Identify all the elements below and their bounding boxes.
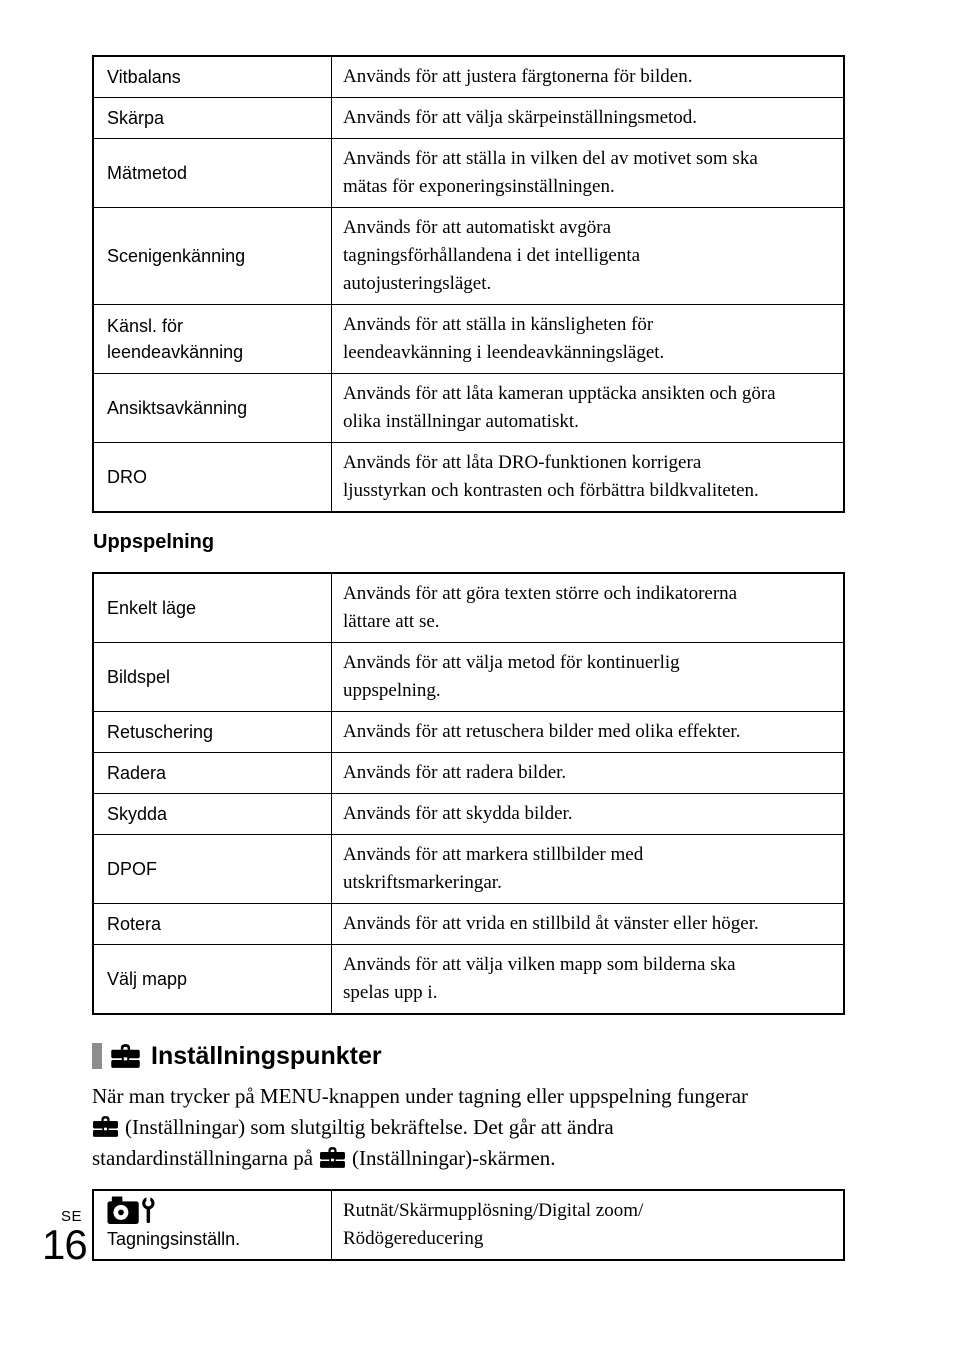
section-marker-bar: [92, 1043, 102, 1069]
table-row: Skydda Används för att skydda bilder.: [92, 793, 845, 835]
camera-wrench-icon: [107, 1196, 155, 1224]
table-row: DPOF Används för att markera stillbilder …: [92, 834, 845, 904]
table-row: Ansiktsavkänning Används för att låta kam…: [92, 373, 845, 443]
row-label: DPOF: [92, 834, 332, 904]
row-description: Används för att välja skärpeinställnings…: [331, 97, 845, 139]
row-label: Bildspel: [92, 642, 332, 712]
row-label: Rotera: [92, 903, 332, 945]
table-row: Välj mapp Används för att välja vilken ma…: [92, 944, 845, 1015]
table-row: Radera Används för att radera bilder.: [92, 752, 845, 794]
table-row: DRO Används för att låta DRO-funktionen k…: [92, 442, 845, 513]
row-description: Används för att retuschera bilder med ol…: [331, 711, 845, 753]
row-description: Används för att välja vilken mapp som bi…: [331, 944, 845, 1015]
paragraph-line: (Inställningar) som slutgiltig bekräftel…: [92, 1112, 845, 1143]
row-description: Används för att göra texten större och i…: [331, 572, 845, 643]
row-description: Används för att markera stillbilder med u…: [331, 834, 845, 904]
row-label: DRO: [92, 442, 332, 513]
paragraph-line: När man trycker på MENU-knappen under ta…: [92, 1084, 749, 1108]
table-row: Retuschering Används för att retuschera b…: [92, 711, 845, 753]
table-row: Bildspel Används för att välja metod för …: [92, 642, 845, 712]
row-description: Används för att justera färgtonerna för …: [331, 55, 845, 98]
row-description: Rutnät/Skärmupplösning/Digital zoom/ Röd…: [331, 1189, 845, 1261]
row-label: Radera: [92, 752, 332, 794]
row-label: Tagningsinställn.: [92, 1189, 332, 1261]
row-description: Används för att automatiskt avgöra tagnin…: [331, 207, 845, 305]
row-description: Används för att ställa in känsligheten f…: [331, 304, 845, 374]
row-label: Känsl. för leendeavkänning: [92, 304, 332, 374]
row-label: Vitbalans: [92, 55, 332, 98]
footer-language-code: SE: [60, 1208, 82, 1225]
settings-paragraph: När man trycker på MENU-knappen under ta…: [92, 1081, 845, 1174]
shooting-menu-table: Vitbalans Används för att justera färgton…: [92, 55, 845, 513]
row-label: Scenigenkänning: [92, 207, 332, 305]
row-label-text: Tagningsinställn.: [107, 1229, 241, 1249]
table-row: Mätmetod Används för att ställa in vilken…: [92, 138, 845, 208]
paragraph-line: standardinställningarna på (Inställninga…: [92, 1146, 556, 1170]
row-description: Används för att radera bilder.: [331, 752, 845, 794]
row-label: Mätmetod: [92, 138, 332, 208]
table-row: Skärpa Används för att välja skärpeinstäl…: [92, 97, 845, 139]
row-label: Enkelt läge: [92, 572, 332, 643]
table-row: Vitbalans Används för att justera färgton…: [92, 55, 845, 98]
toolbox-icon: [93, 1116, 118, 1137]
page-content: Vitbalans Används för att justera färgton…: [92, 55, 845, 1261]
row-description: Används för att ställa in vilken del av …: [331, 138, 845, 208]
footer-page-number: 16: [42, 1221, 88, 1268]
table-row: Tagningsinställn. Rutnät/Skärmupplösning…: [92, 1189, 845, 1261]
row-description: Används för att skydda bilder.: [331, 793, 845, 835]
row-label: Välj mapp: [92, 944, 332, 1015]
row-description: Används för att låta DRO-funktionen korr…: [331, 442, 845, 513]
playback-heading: Uppspelning: [93, 531, 215, 553]
row-label: Retuschering: [92, 711, 332, 753]
row-description: Används för att vrida en stillbild åt vä…: [331, 903, 845, 945]
table-row: Känsl. för leendeavkänning Används för att…: [92, 304, 845, 374]
settings-heading: Inställningspunkter: [92, 1041, 845, 1071]
toolbox-icon: [111, 1044, 140, 1068]
row-label: Skydda: [92, 793, 332, 835]
settings-heading-label: Inställningspunkter: [151, 1042, 382, 1070]
playback-menu-table: Enkelt läge Används för att göra texten s…: [92, 572, 845, 1015]
table-row: Rotera Används för att vrida en stillbild…: [92, 903, 845, 945]
row-label: Skärpa: [92, 97, 332, 139]
table-row: Enkelt läge Används för att göra texten s…: [92, 572, 845, 643]
table-row: Scenigenkänning Används för att automatis…: [92, 207, 845, 305]
row-label: Ansiktsavkänning: [92, 373, 332, 443]
settings-table: Tagningsinställn. Rutnät/Skärmupplösning…: [92, 1189, 845, 1261]
page-footer: SE 16: [42, 1208, 88, 1268]
row-description: Används för att välja metod för kontinue…: [331, 642, 845, 712]
row-description: Används för att låta kameran upptäcka an…: [331, 373, 845, 443]
toolbox-icon: [320, 1147, 346, 1168]
